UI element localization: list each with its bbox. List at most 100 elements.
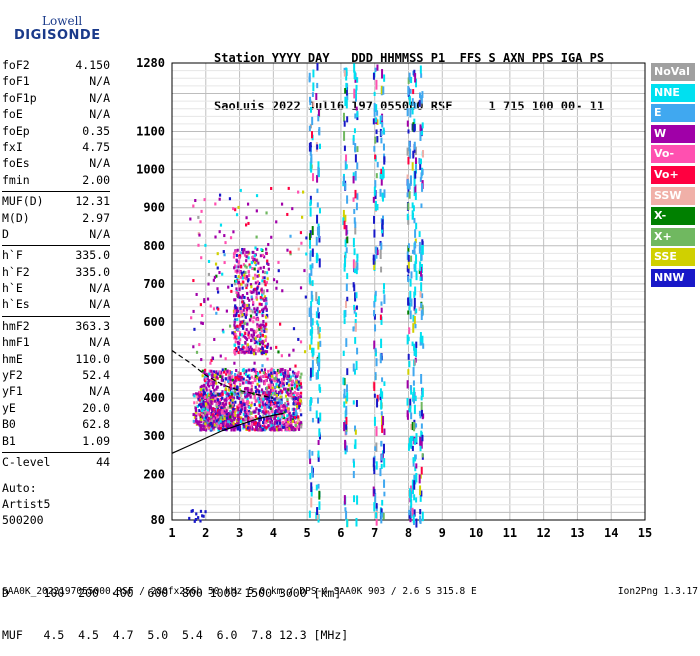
echo-point <box>318 333 321 339</box>
echo-point <box>261 254 265 258</box>
echo-point <box>243 346 246 350</box>
echo-point <box>317 358 320 367</box>
echo-point <box>420 401 423 411</box>
echo-point <box>230 424 233 428</box>
echo-point <box>413 118 416 125</box>
y-tick-label: 1280 <box>136 56 165 70</box>
echo-point <box>408 509 411 516</box>
echo-point <box>288 353 291 357</box>
echo-point <box>274 390 277 394</box>
echo-point <box>346 368 349 376</box>
echo-point <box>250 411 253 415</box>
echo-point <box>256 397 260 401</box>
echo-point <box>409 310 412 320</box>
legend-item: NNE <box>651 83 695 102</box>
echo-point <box>383 428 386 436</box>
echo-point <box>249 283 253 287</box>
echo-point <box>206 383 210 387</box>
echo-point <box>218 193 222 197</box>
echo-point <box>373 310 376 317</box>
echo-point <box>315 372 318 380</box>
echo-point <box>375 104 378 113</box>
echo-point <box>265 418 269 422</box>
echo-point <box>213 380 216 384</box>
x-tick-label: 5 <box>304 526 311 540</box>
echo-point <box>244 411 247 415</box>
echo-point <box>379 172 382 180</box>
echo-point <box>241 324 244 328</box>
echo-point <box>225 387 228 391</box>
param-name: yF2 <box>2 368 23 383</box>
echo-point <box>260 341 263 345</box>
echo-point <box>382 443 385 454</box>
echo-point <box>419 290 422 298</box>
echo-point <box>260 428 263 432</box>
echo-point <box>199 387 203 391</box>
echo-point <box>218 230 221 234</box>
echo-point <box>381 512 384 518</box>
echo-point <box>223 417 226 421</box>
echo-point <box>257 291 261 295</box>
echo-point <box>192 345 195 349</box>
auto-label: Auto: <box>2 481 37 495</box>
echo-point <box>311 263 314 269</box>
echo-point <box>281 414 284 418</box>
echo-point <box>263 329 266 333</box>
echo-point <box>344 214 347 222</box>
echo-point <box>255 235 258 239</box>
echo-point <box>231 398 234 402</box>
echo-point <box>266 345 269 349</box>
echo-point <box>345 154 348 162</box>
echo-point <box>282 425 285 429</box>
echo-point <box>410 499 413 508</box>
echo-point <box>284 371 287 375</box>
legend-item: X+ <box>651 227 695 246</box>
echo-point <box>352 363 355 372</box>
echo-point <box>274 401 277 405</box>
echo-point <box>201 314 204 318</box>
echo-point <box>353 308 356 314</box>
echo-point <box>419 261 422 272</box>
echo-point <box>379 249 382 260</box>
echo-point <box>418 269 421 274</box>
echo-point <box>216 400 219 404</box>
echo-point <box>309 264 312 270</box>
echo-point <box>259 331 262 335</box>
echo-point <box>241 417 244 421</box>
echo-point <box>202 399 205 403</box>
echo-point <box>282 377 285 381</box>
echo-point <box>316 226 319 236</box>
echo-point <box>317 417 320 424</box>
echo-point <box>354 221 357 228</box>
echo-point <box>413 141 416 150</box>
echo-point <box>256 280 259 284</box>
echo-point <box>211 375 214 379</box>
echo-point <box>228 406 232 410</box>
echo-point <box>215 274 218 278</box>
echo-point <box>223 234 226 238</box>
echo-point <box>308 72 311 82</box>
echo-point <box>231 378 234 382</box>
echo-point <box>420 395 423 401</box>
echo-point <box>291 207 294 211</box>
echo-point <box>375 250 378 259</box>
echo-point <box>299 382 303 386</box>
echo-point <box>374 117 377 123</box>
echo-point <box>305 252 308 256</box>
echo-point <box>353 88 356 99</box>
echo-point <box>407 85 410 96</box>
echo-point <box>239 400 243 404</box>
echo-point <box>197 516 200 520</box>
echo-point <box>262 421 265 425</box>
echo-point <box>232 402 235 406</box>
echo-point <box>260 351 263 355</box>
echo-point <box>407 266 410 274</box>
echo-point <box>315 484 318 491</box>
echo-point <box>418 241 421 251</box>
echo-point <box>294 424 297 428</box>
echo-point <box>206 373 210 377</box>
echo-point <box>208 369 211 373</box>
echo-point <box>210 419 213 423</box>
echo-point <box>201 409 204 413</box>
echo-point <box>292 412 295 416</box>
